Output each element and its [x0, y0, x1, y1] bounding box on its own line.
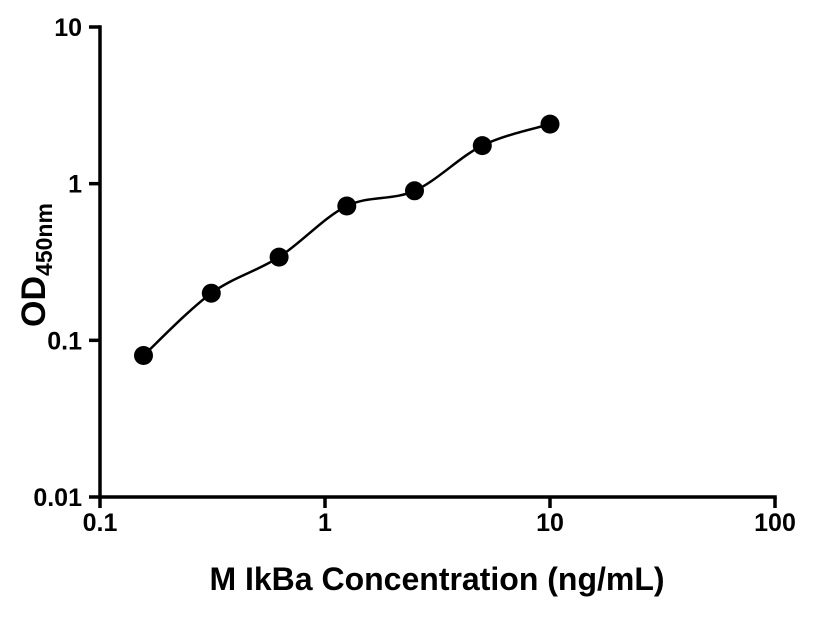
- data-point: [540, 114, 560, 134]
- y-tick-label: 1: [68, 171, 82, 199]
- data-point: [472, 136, 492, 156]
- x-axis-title: M IkBa Concentration (ng/mL): [209, 561, 664, 597]
- y-axis-title-sub: 450nm: [31, 203, 57, 276]
- data-point: [405, 181, 424, 201]
- data-point: [134, 346, 153, 365]
- data-points: [134, 114, 560, 365]
- x-tick-label: 100: [754, 509, 796, 537]
- x-tick-label: 1: [318, 509, 332, 537]
- y-axis-title: OD450nm: [15, 203, 57, 327]
- data-point: [201, 283, 221, 303]
- axis-lines: [98, 25, 777, 499]
- y-tick-label: 10: [54, 14, 82, 42]
- y-tick-label: 0.1: [47, 327, 82, 355]
- y-axis-title-main: OD: [15, 276, 53, 327]
- y-tick-label: 0.01: [33, 484, 82, 512]
- x-tick-label: 10: [536, 509, 564, 537]
- fit-curve: [142, 122, 551, 357]
- x-tick-label: 0.1: [83, 509, 118, 537]
- data-point: [337, 196, 357, 216]
- tick-marks: [89, 25, 777, 508]
- data-point: [269, 247, 289, 267]
